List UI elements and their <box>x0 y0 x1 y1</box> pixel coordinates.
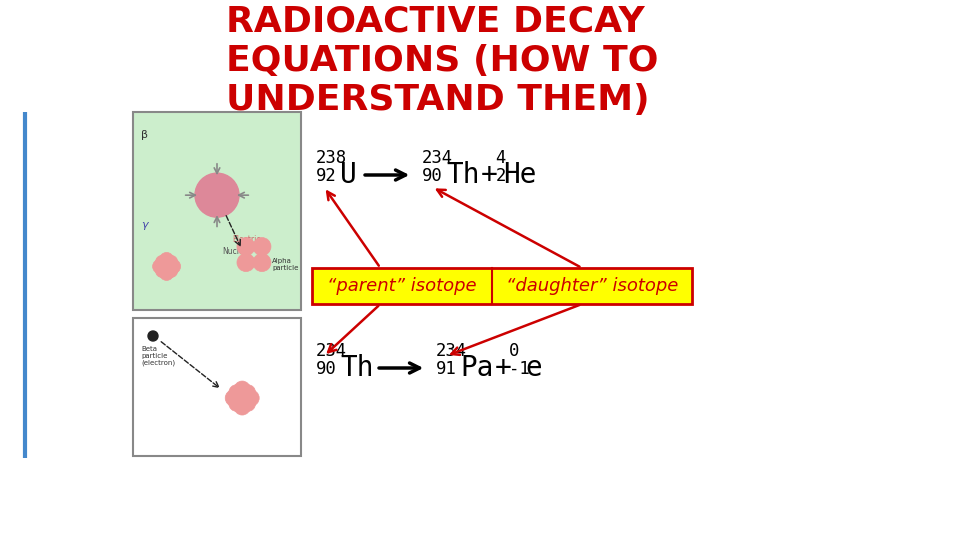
Text: Th: Th <box>340 354 373 382</box>
Text: γ: γ <box>141 220 148 230</box>
Circle shape <box>228 384 245 401</box>
Text: β: β <box>141 130 148 140</box>
Circle shape <box>237 238 255 255</box>
Text: Pa: Pa <box>461 354 493 382</box>
Text: EQUATIONS (HOW TO: EQUATIONS (HOW TO <box>226 44 659 78</box>
Text: +: + <box>480 161 497 189</box>
Circle shape <box>159 266 174 280</box>
Text: Th: Th <box>446 161 480 189</box>
Text: 238: 238 <box>316 150 348 167</box>
Text: He: He <box>503 161 537 189</box>
Bar <box>312 268 692 304</box>
Circle shape <box>237 254 255 272</box>
Circle shape <box>164 264 178 278</box>
Circle shape <box>164 255 178 269</box>
Text: -1: -1 <box>510 360 530 377</box>
Circle shape <box>153 259 167 273</box>
Text: +: + <box>494 354 511 382</box>
Text: 0: 0 <box>510 342 519 360</box>
Circle shape <box>240 395 255 411</box>
Text: Alpha
particle: Alpha particle <box>272 258 299 271</box>
Text: “daughter” isotope: “daughter” isotope <box>506 277 678 295</box>
Text: 92: 92 <box>316 167 337 185</box>
Text: 234: 234 <box>436 342 468 360</box>
Text: e: e <box>525 354 542 382</box>
Text: 91: 91 <box>436 360 457 377</box>
Text: Electric: Electric <box>232 235 260 244</box>
Circle shape <box>243 390 259 406</box>
Circle shape <box>234 399 251 415</box>
Text: 234: 234 <box>422 150 453 167</box>
Bar <box>133 112 301 310</box>
Text: Nuclear: Nuclear <box>222 247 252 256</box>
Text: RADIOACTIVE DECAY: RADIOACTIVE DECAY <box>226 5 644 39</box>
Circle shape <box>252 238 271 255</box>
Circle shape <box>148 331 158 341</box>
Bar <box>133 318 301 456</box>
Text: 90: 90 <box>316 360 337 377</box>
Text: 234: 234 <box>316 342 348 360</box>
Circle shape <box>167 259 180 273</box>
Circle shape <box>226 390 241 406</box>
Circle shape <box>252 254 271 272</box>
Text: 4: 4 <box>495 150 506 167</box>
Text: 90: 90 <box>422 167 443 185</box>
Circle shape <box>159 252 174 266</box>
Circle shape <box>234 390 251 406</box>
Text: UNDERSTAND THEM): UNDERSTAND THEM) <box>226 83 650 117</box>
Circle shape <box>156 255 169 269</box>
Text: “parent” isotope: “parent” isotope <box>327 277 477 295</box>
Circle shape <box>228 395 245 411</box>
Text: 2: 2 <box>495 167 506 185</box>
Circle shape <box>240 384 255 401</box>
Text: Beta
particle
(electron): Beta particle (electron) <box>141 346 175 367</box>
Circle shape <box>156 264 169 278</box>
Circle shape <box>234 381 251 397</box>
Text: U: U <box>340 161 357 189</box>
Circle shape <box>195 173 239 217</box>
